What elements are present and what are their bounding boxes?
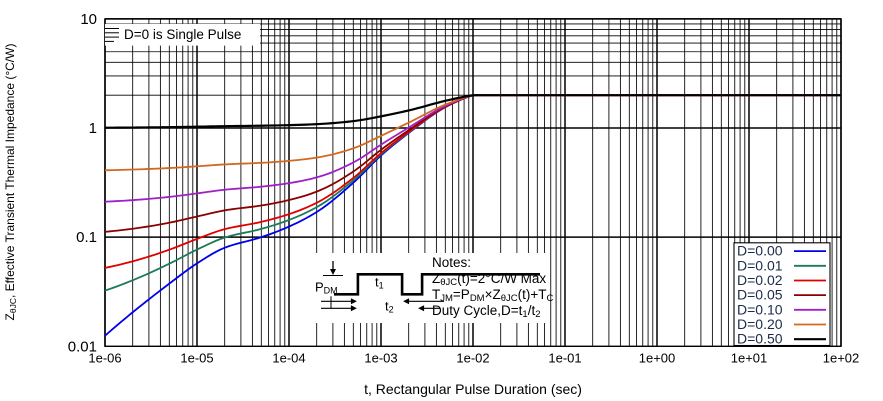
svg-text:1e-05: 1e-05 bbox=[180, 350, 213, 365]
svg-text:t, Rectangular Pulse Duration: t, Rectangular Pulse Duration (sec) bbox=[364, 381, 582, 397]
svg-text:1e-03: 1e-03 bbox=[364, 350, 397, 365]
svg-text:1: 1 bbox=[89, 120, 97, 137]
svg-text:1e+01: 1e+01 bbox=[731, 350, 768, 365]
svg-text:D=0.01: D=0.01 bbox=[737, 257, 783, 273]
svg-text:D=0.00: D=0.00 bbox=[737, 243, 783, 259]
svg-text:D=0.10: D=0.10 bbox=[737, 301, 783, 317]
svg-text:10: 10 bbox=[80, 11, 97, 28]
svg-text:D=0.02: D=0.02 bbox=[737, 272, 783, 288]
svg-text:1e+02: 1e+02 bbox=[823, 350, 860, 365]
svg-text:D=0.05: D=0.05 bbox=[737, 287, 783, 303]
svg-text:D=0.20: D=0.20 bbox=[737, 316, 783, 332]
svg-text:1e-04: 1e-04 bbox=[272, 350, 305, 365]
svg-text:1e+00: 1e+00 bbox=[639, 350, 676, 365]
svg-text:1e-02: 1e-02 bbox=[456, 350, 489, 365]
svg-text:0.1: 0.1 bbox=[76, 229, 97, 246]
svg-text:1e-01: 1e-01 bbox=[548, 350, 581, 365]
svg-text:1e-06: 1e-06 bbox=[88, 350, 121, 365]
svg-text:D=0.50: D=0.50 bbox=[737, 331, 783, 347]
svg-text:ZθJC, Effective Transient Ther: ZθJC, Effective Transient Thermal Impeda… bbox=[3, 44, 18, 321]
svg-text:D=0 is Single Pulse: D=0 is Single Pulse bbox=[124, 27, 241, 42]
svg-text:Notes:: Notes: bbox=[432, 255, 471, 270]
